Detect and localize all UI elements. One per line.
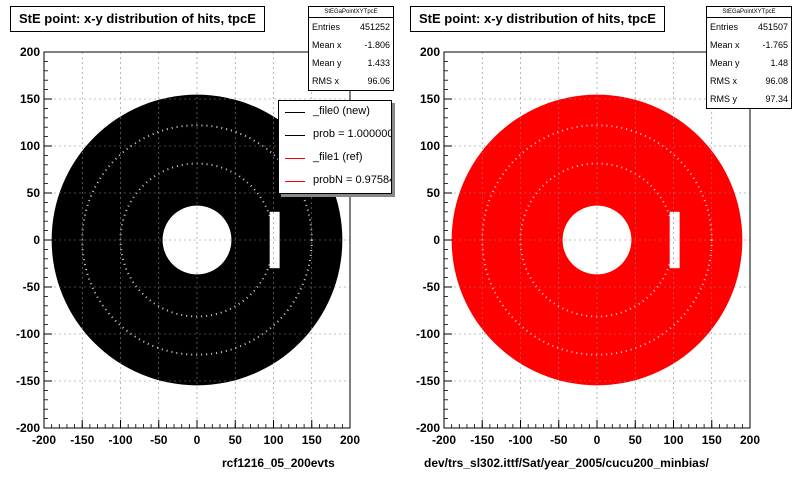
legend-entry-prob: prob = 1.000000	[279, 124, 392, 146]
left-y-tick-label-1: -150	[16, 374, 40, 388]
left-stats-entries: 451252	[359, 22, 390, 32]
right-histogram-plot: -200 -150 -100 -50 0 50 100 150 200 -200 -150 -100 -…	[416, 45, 760, 447]
right-inner-hole	[562, 205, 632, 275]
right-x-tick-label-1: -150	[470, 433, 494, 447]
right-stats-rmsy-row: RMS y 97.34	[710, 94, 788, 104]
left-y-tick-label-6: 100	[20, 139, 40, 153]
left-sparse-ring-1	[81, 124, 313, 356]
right-stats-rms-y: 97.34	[765, 94, 788, 104]
right-stats-mean-x: -1.765	[762, 40, 788, 50]
left-x-tick-label-6: 100	[263, 433, 283, 447]
right-x-tick-label-0: -200	[432, 433, 456, 447]
right-y-tick-label-4: 0	[433, 233, 440, 247]
right-x-tick-label-6: 100	[663, 433, 683, 447]
left-x-tick-label-0: -200	[32, 433, 56, 447]
left-stats-rms-x: 96.06	[367, 76, 390, 86]
legend-label-prob: prob = 1.000000	[313, 128, 392, 140]
right-chart-title: StE point: x-y distribution of hits, tpc…	[410, 6, 665, 32]
right-y-tick-label-7: 150	[420, 92, 440, 106]
left-x-tick-label-3: -50	[150, 433, 168, 447]
right-stats-meany-row: Mean y 1.48	[710, 58, 788, 68]
left-y-tick-label-4: 0	[33, 233, 40, 247]
right-stats-mean-y: 1.48	[770, 58, 788, 68]
left-y-tick-label-8: 200	[20, 45, 40, 59]
legend-label-probn: probN = 0.975840	[313, 174, 391, 186]
right-stats-entries-row: Entries 451507	[710, 22, 788, 32]
left-inner-hole	[162, 205, 232, 275]
left-stats-mean-x: -1.806	[364, 40, 390, 50]
left-x-tick-label-8: 200	[340, 433, 360, 447]
right-x-tick-label-3: -50	[550, 433, 568, 447]
right-y-tick-label-8: 200	[420, 45, 440, 59]
right-y-tick-label-6: 100	[420, 139, 440, 153]
left-stats-box: StEGaPointXYTpcE Entries 451252 Mean x -1.…	[308, 6, 394, 91]
right-x-tick-label-4: 0	[594, 433, 601, 447]
legend-entry-ref: _file1 (ref)	[279, 147, 391, 169]
right-x-tick-label-5: 50	[629, 433, 643, 447]
legend-box: _file0 (new) prob = 1.000000 _file1 (ref…	[278, 100, 392, 194]
left-chart-title: StE point: x-y distribution of hits, tpc…	[10, 6, 265, 32]
right-y-tick-label-2: -100	[416, 327, 440, 341]
right-sparse-ring-1	[481, 124, 713, 356]
right-stats-rms-x: 96.08	[765, 76, 788, 86]
left-x-axis-label: rcf1216_05_200evts	[222, 456, 335, 470]
left-y-tick-label-7: 150	[20, 92, 40, 106]
right-x-tick-label-2: -100	[508, 433, 532, 447]
left-y-tick-label-5: 50	[27, 186, 41, 200]
legend-swatch-probn	[285, 181, 305, 182]
right-y-tick-label-5: 50	[427, 186, 441, 200]
left-y-tick-label-0: -200	[16, 421, 40, 435]
left-stats-meanx-row: Mean x -1.806	[312, 40, 390, 50]
legend-entry-probn: probN = 0.975840	[279, 170, 391, 192]
legend-label-ref: _file1 (ref)	[313, 151, 363, 163]
right-x-tick-label-8: 200	[740, 433, 760, 447]
legend-swatch-ref	[285, 158, 305, 159]
right-stats-name: StEGaPointXYTpcE	[707, 7, 791, 18]
left-histogram-plot: -200 -150 -100 -50 0 50 100 150 200 -200 -150 -100 -…	[16, 45, 360, 447]
left-y-tick-label-3: -50	[23, 280, 41, 294]
left-x-tick-label-1: -150	[70, 433, 94, 447]
right-hit-distribution	[451, 94, 743, 386]
left-stats-meany-row: Mean y 1.433	[312, 58, 390, 68]
left-x-tick-label-2: -100	[108, 433, 132, 447]
right-stats-box: StEGaPointXYTpcE Entries 451507 Mean x -1.…	[706, 6, 792, 109]
left-stats-rmsx-row: RMS x 96.06	[312, 76, 390, 86]
right-x-axis-label: dev/trs_sl302.ittf/Sat/year_2005/cucu200…	[424, 456, 709, 470]
legend-label-new: _file0 (new)	[313, 105, 370, 117]
left-stats-mean-y: 1.433	[367, 58, 390, 68]
right-stats-entries: 451507	[757, 22, 788, 32]
legend-swatch-new	[285, 112, 305, 113]
right-stats-rmsx-row: RMS x 96.08	[710, 76, 788, 86]
legend-entry-new: _file0 (new)	[279, 101, 391, 123]
right-histogram-panel: -200 -150 -100 -50 0 50 100 150 200 -200 -150 -100 -…	[400, 0, 800, 480]
right-y-tick-label-1: -150	[416, 374, 440, 388]
left-histogram-panel: -200 -150 -100 -50 0 50 100 150 200 -200 -150 -100 -…	[10, 6, 394, 470]
left-x-tick-label-4: 0	[194, 433, 201, 447]
right-y-tick-label-3: -50	[423, 280, 441, 294]
left-x-tick-label-5: 50	[229, 433, 243, 447]
left-stats-name: StEGaPointXYTpcE	[309, 7, 393, 18]
legend-swatch-prob	[285, 135, 305, 136]
right-stats-meanx-row: Mean x -1.765	[710, 40, 788, 50]
right-x-tick-label-7: 150	[702, 433, 722, 447]
left-y-tick-label-2: -100	[16, 327, 40, 341]
left-x-tick-label-7: 150	[302, 433, 322, 447]
right-y-tick-label-0: -200	[416, 421, 440, 435]
left-stats-entries-row: Entries 451252	[312, 22, 390, 32]
